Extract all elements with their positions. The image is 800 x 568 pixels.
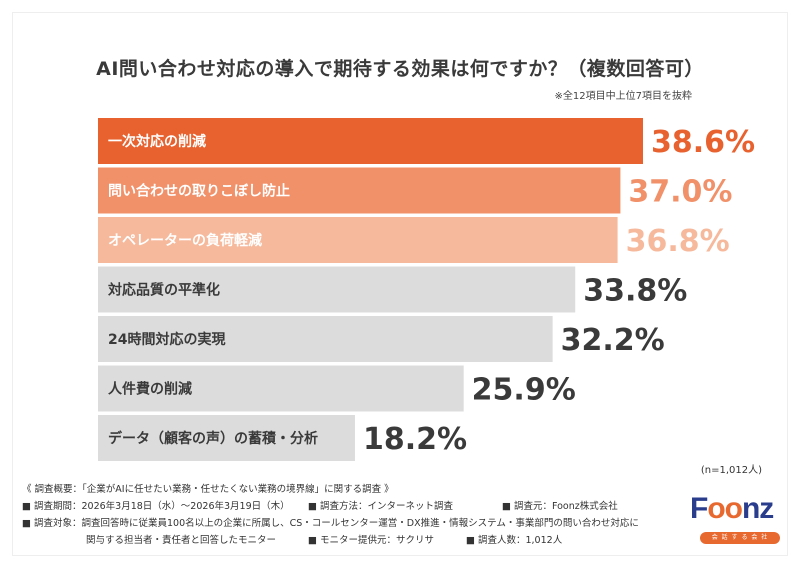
value-label-5: 32.2% — [561, 323, 665, 358]
bar-1 — [98, 118, 643, 164]
bar-label-3: オペレーターの負荷軽減 — [108, 232, 262, 249]
value-label-6: 25.9% — [472, 373, 576, 408]
bar-4 — [98, 266, 576, 313]
bar-label-6: 人件費の削減 — [108, 381, 192, 398]
bar-label-1: 一次対応の削減 — [108, 133, 206, 150]
bar-label-4: 対応品質の平準化 — [107, 282, 220, 299]
bar-label-7: データ（顧客の声）の蓄積・分析 — [108, 430, 318, 447]
value-label-3: 36.8% — [626, 224, 730, 259]
value-label-1: 38.6% — [651, 125, 755, 160]
value-label-4: 33.8% — [583, 274, 687, 309]
chart-subtitle: ※全12項目中上位7項目を抜粋 — [554, 91, 692, 102]
logo-tagline: 会 話 す る 会 社 — [700, 532, 780, 544]
value-label-7: 18.2% — [363, 422, 467, 457]
footer-heading: 《 調査概要：「企業がAIに任せたい業務・任せたくない業務の境界線」に関する調査… — [22, 484, 394, 495]
footer-target-cont: 関与する担当者・責任者と回答したモニター — [86, 535, 277, 546]
footer-count: ■ 調査人数：1,012人 — [466, 535, 563, 546]
chart-title: AI問い合わせ対応の導入で期待する効果は何ですか？（複数回答可） — [96, 58, 704, 80]
bar-label-2: 問い合わせの取りこぼし防止 — [108, 183, 290, 200]
footer-period: ■ 調査期間：2026年3月18日（水）〜2026年3月19日（木） — [22, 501, 290, 512]
bar-5 — [98, 316, 553, 362]
bar-6 — [98, 365, 464, 412]
foonz-logo: Foonz 会 話 す る 会 社 — [690, 492, 790, 552]
value-label-2: 37.0% — [628, 175, 732, 210]
survey-footer: 《 調査概要：「企業がAIに任せたい業務・任せたくない業務の境界線」に関する調査… — [22, 481, 662, 549]
footer-source: ■ 調査元：Foonz株式会社 — [502, 501, 618, 512]
bar-label-5: 24時間対応の実現 — [108, 331, 225, 348]
footer-provider: ■ モニター提供元：サクリサ — [308, 535, 434, 546]
logo-wordmark: Foonz — [690, 492, 774, 525]
footer-method: ■ 調査方法：インターネット調査 — [308, 501, 453, 512]
bar-chart: 一次対応の削減 38.6% 問い合わせの取りこぼし防止 37.0% オペレーターの負荷軽… — [98, 118, 755, 461]
bar-3 — [98, 217, 618, 263]
bar-2 — [98, 167, 621, 214]
footer-target: ■ 調査対象：調査回答時に従業員100名以上の企業に所属し、CS・コールセンター… — [22, 518, 639, 529]
bar-7 — [98, 415, 355, 461]
sample-size-note: (n=1,012人) — [700, 465, 762, 476]
